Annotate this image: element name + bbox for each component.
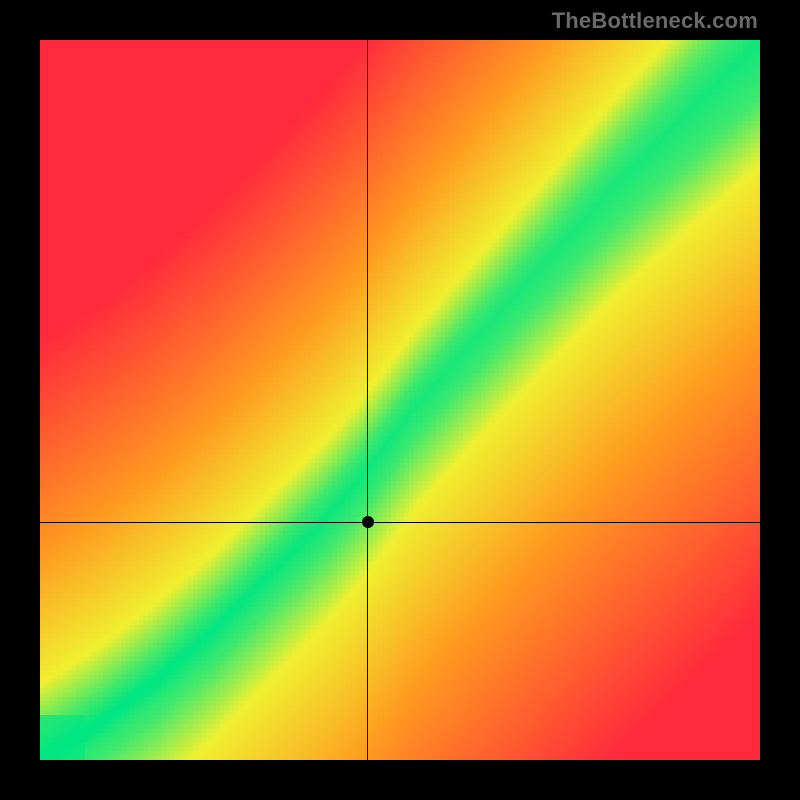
- crosshair-horizontal: [40, 522, 760, 523]
- watermark-label: TheBottleneck.com: [552, 8, 758, 34]
- outer-frame: TheBottleneck.com: [0, 0, 800, 800]
- crosshair-vertical: [367, 40, 368, 760]
- data-point-marker: [362, 516, 374, 528]
- heatmap-plot: [40, 40, 760, 760]
- heatmap-canvas: [40, 40, 760, 760]
